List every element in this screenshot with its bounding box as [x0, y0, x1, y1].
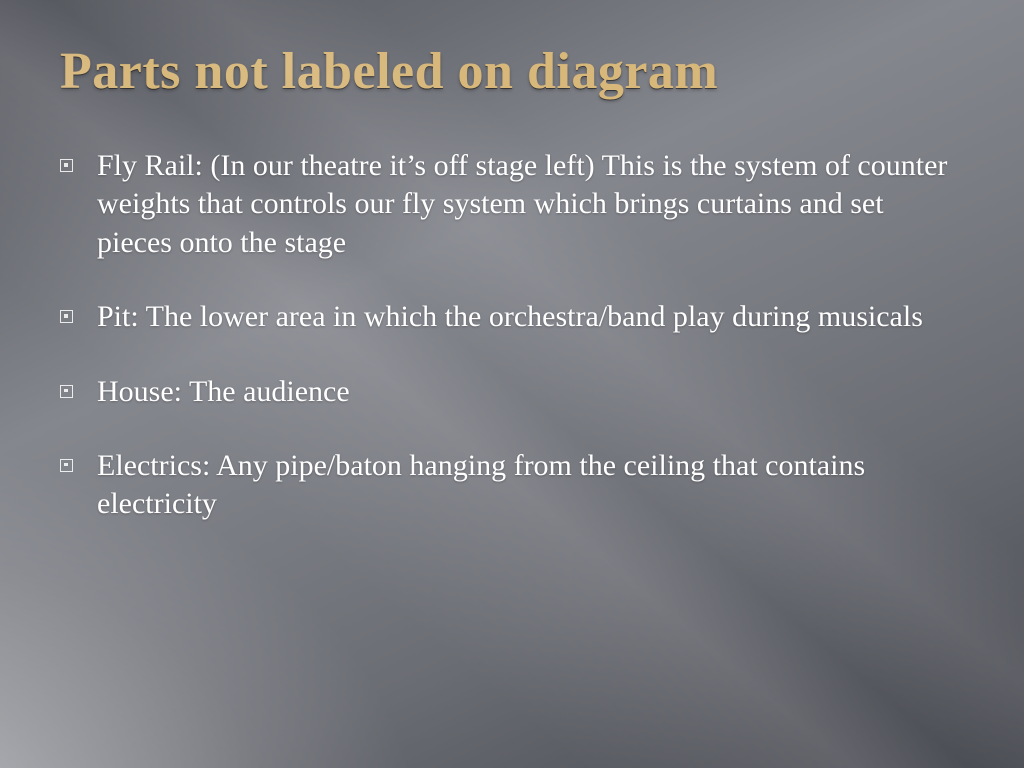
- list-item: House: The audience: [60, 373, 964, 411]
- list-item-text: Electrics: Any pipe/baton hanging from t…: [97, 447, 964, 524]
- list-item: Pit: The lower area in which the orchest…: [60, 298, 964, 336]
- list-item: Electrics: Any pipe/baton hanging from t…: [60, 447, 964, 524]
- bullet-icon: [60, 310, 73, 323]
- slide-body: Fly Rail: (In our theatre it’s off stage…: [60, 147, 964, 524]
- bullet-icon: [60, 159, 73, 172]
- list-item-text: House: The audience: [97, 373, 964, 411]
- list-item: Fly Rail: (In our theatre it’s off stage…: [60, 147, 964, 262]
- list-item-text: Pit: The lower area in which the orchest…: [97, 298, 964, 336]
- list-item-text: Fly Rail: (In our theatre it’s off stage…: [97, 147, 964, 262]
- presentation-slide: Parts not labeled on diagram Fly Rail: (…: [0, 0, 1024, 768]
- bullet-icon: [60, 459, 73, 472]
- bullet-icon: [60, 385, 73, 398]
- slide-title: Parts not labeled on diagram: [60, 42, 964, 101]
